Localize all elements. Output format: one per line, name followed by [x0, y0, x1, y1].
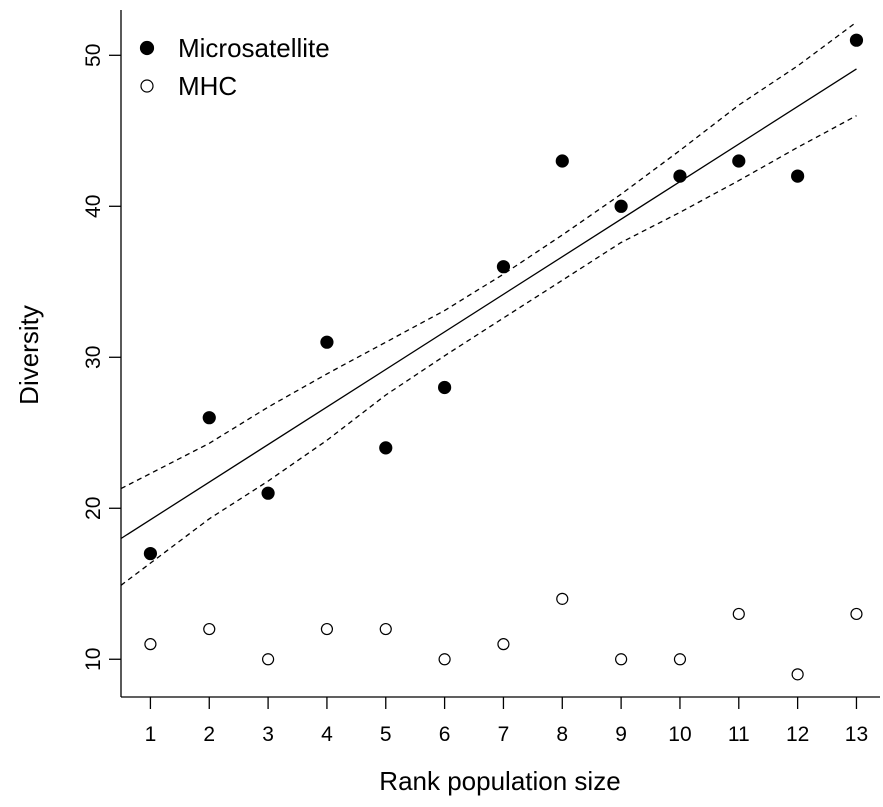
- y-tick-label: 50: [82, 44, 105, 67]
- x-tick-label: 2: [203, 723, 215, 746]
- legend: Microsatellite MHC: [139, 33, 330, 101]
- x-tick-label: 5: [380, 723, 392, 746]
- x-tick-label: 12: [786, 723, 809, 746]
- microsatellite-point: [320, 335, 334, 349]
- microsatellite-point: [379, 441, 393, 455]
- x-tick-label: 10: [668, 723, 691, 746]
- microsatellite-point: [496, 260, 511, 274]
- x-tick-label: 13: [845, 723, 868, 746]
- x-tick-label: 4: [321, 723, 333, 746]
- regression-line: [120, 68, 857, 540]
- legend-label: MHC: [178, 71, 237, 101]
- y-tick-label: 10: [82, 648, 105, 671]
- microsatellite-point: [732, 154, 746, 168]
- y-tick-label: 30: [82, 346, 105, 369]
- microsatellite-point: [849, 33, 864, 47]
- x-tick-label: 8: [556, 723, 568, 746]
- microsatellite-point: [791, 169, 805, 183]
- mhc-point: [850, 607, 863, 621]
- data-points: [143, 33, 864, 681]
- mhc-point: [791, 668, 804, 681]
- y-tick-label: 40: [82, 195, 105, 218]
- legend-marker: [139, 40, 155, 56]
- mhc-point: [261, 653, 275, 666]
- microsatellite-point: [555, 154, 569, 168]
- mhc-point: [673, 653, 687, 666]
- mhc-point: [379, 622, 392, 636]
- mhc-point: [732, 607, 745, 621]
- mhc-point: [497, 638, 510, 651]
- x-tick-label: 7: [498, 723, 510, 746]
- microsatellite-point: [202, 411, 216, 425]
- y-axis-label: Diversity: [14, 305, 44, 405]
- microsatellite-point: [143, 546, 158, 561]
- mhc-point: [438, 653, 451, 666]
- legend-marker: [140, 79, 154, 93]
- mhc-point: [320, 622, 334, 636]
- legend-label: Microsatellite: [178, 33, 330, 63]
- mhc-point: [144, 638, 157, 651]
- microsatellite-point: [438, 380, 452, 395]
- x-tick-label: 9: [615, 723, 627, 746]
- x-tick-label: 3: [262, 723, 274, 746]
- confidence-band-line: [120, 115, 857, 586]
- microsatellite-point: [673, 169, 687, 183]
- fit-lines: [120, 21, 857, 586]
- x-axis-label: Rank population size: [379, 766, 620, 796]
- microsatellite-point: [614, 199, 628, 213]
- y-tick-label: 20: [82, 497, 105, 520]
- x-tick-label: 1: [145, 723, 157, 746]
- mhc-point: [203, 622, 216, 636]
- x-tick-label: 6: [439, 723, 451, 746]
- mhc-point: [556, 592, 569, 605]
- microsatellite-point: [261, 486, 275, 500]
- mhc-point: [615, 653, 628, 666]
- x-tick-label: 11: [728, 723, 750, 746]
